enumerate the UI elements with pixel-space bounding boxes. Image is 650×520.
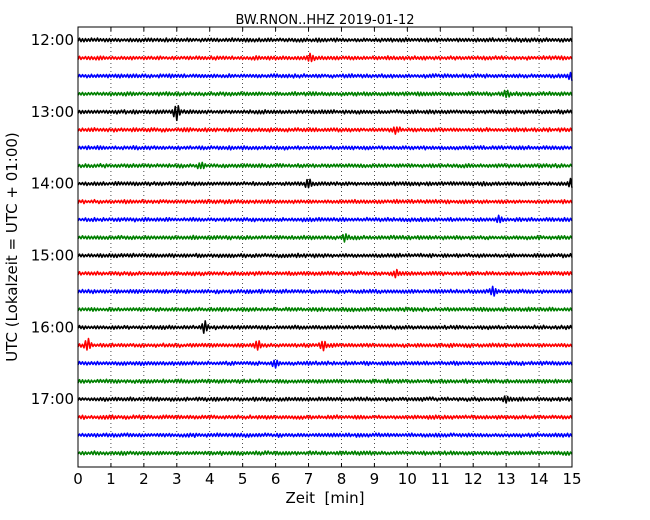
x-axis-ticks: 0 1 2 3 4 5 6 7 8 9 10 11 12 13 14 15: [73, 27, 582, 488]
plot-frame: [77, 26, 573, 468]
trace-row-1530: [77, 285, 573, 297]
x-tick-label: 10: [398, 470, 417, 488]
y-axis-label: UTC (Lokalzeit = UTC + 01:00): [3, 132, 21, 362]
x-tick-label: 14: [530, 470, 549, 488]
x-tick-label: 2: [139, 470, 149, 488]
trace-row-1430: [77, 214, 573, 224]
x-tick-label: 13: [497, 470, 516, 488]
x-tick-label: 4: [205, 470, 215, 488]
x-tick-label: 3: [172, 470, 182, 488]
trace-row-1545: [77, 306, 573, 313]
y-tick-label: 13:00: [31, 103, 74, 121]
x-tick-label: 1: [106, 470, 116, 488]
vertical-gridlines: [110, 27, 540, 467]
trace-row-1345: [77, 161, 573, 170]
trace-row-1200: [77, 37, 573, 43]
trace-row-1300: [77, 105, 573, 122]
trace-row-1315: [77, 126, 573, 135]
x-tick-label: 11: [431, 470, 450, 488]
trace-row-1230: [77, 71, 573, 81]
trace-row-1745: [77, 450, 573, 456]
trace-row-1400: [77, 177, 573, 189]
trace-row-1615: [77, 337, 573, 352]
x-tick-label: 15: [562, 470, 581, 488]
trace-row-1645: [77, 378, 573, 384]
seismogram-traces: [77, 37, 573, 456]
trace-row-1245: [77, 89, 573, 99]
x-tick-label: 9: [370, 470, 380, 488]
trace-row-1215: [77, 52, 573, 63]
chart-title: BW.RNON..HHZ 2019-01-12: [235, 13, 414, 28]
trace-row-1445: [77, 233, 573, 243]
y-tick-label: 14:00: [31, 175, 74, 193]
x-tick-label: 7: [304, 470, 314, 488]
x-tick-label: 12: [464, 470, 483, 488]
trace-row-1415: [77, 198, 573, 205]
y-tick-label: 17:00: [31, 390, 74, 408]
y-tick-label: 15:00: [31, 247, 74, 265]
x-tick-label: 8: [337, 470, 347, 488]
x-tick-label: 5: [238, 470, 248, 488]
x-tick-label: 0: [73, 470, 83, 488]
trace-row-1500: [77, 252, 573, 259]
trace-row-1730: [77, 432, 573, 438]
trace-row-1715: [77, 414, 573, 420]
trace-row-1515: [77, 268, 573, 279]
trace-row-1630: [77, 359, 573, 369]
y-tick-label: 12:00: [31, 31, 74, 49]
x-tick-label: 6: [271, 470, 281, 488]
y-tick-label: 16:00: [31, 318, 74, 336]
trace-row-1700: [77, 395, 573, 404]
trace-row-1600: [77, 320, 573, 334]
x-axis-label: Zeit [min]: [285, 489, 364, 507]
trace-row-1330: [77, 144, 573, 151]
y-axis-ticks: 12:00 13:00 14:00 15:00 16:00 17:00: [31, 31, 572, 408]
